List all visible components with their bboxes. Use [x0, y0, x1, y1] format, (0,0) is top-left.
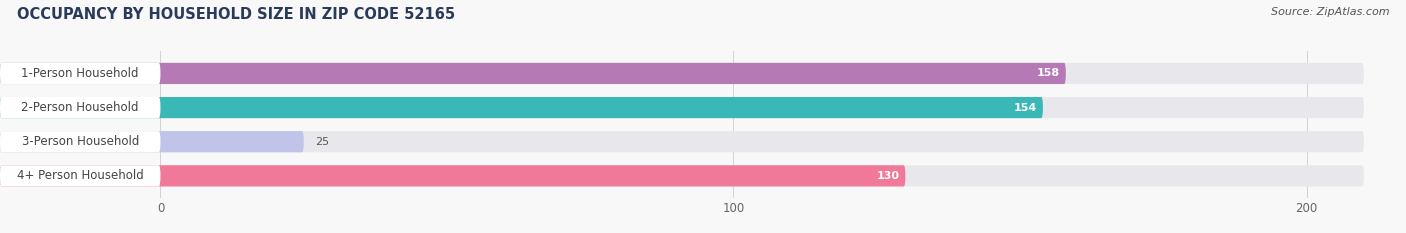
- FancyBboxPatch shape: [0, 63, 160, 84]
- FancyBboxPatch shape: [0, 97, 1043, 118]
- FancyBboxPatch shape: [0, 131, 1364, 152]
- FancyBboxPatch shape: [0, 165, 1364, 186]
- FancyBboxPatch shape: [0, 131, 160, 152]
- Text: 158: 158: [1038, 69, 1060, 79]
- Text: 4+ Person Household: 4+ Person Household: [17, 169, 143, 182]
- Text: OCCUPANCY BY HOUSEHOLD SIZE IN ZIP CODE 52165: OCCUPANCY BY HOUSEHOLD SIZE IN ZIP CODE …: [17, 7, 456, 22]
- Text: 130: 130: [877, 171, 900, 181]
- Text: 2-Person Household: 2-Person Household: [21, 101, 139, 114]
- FancyBboxPatch shape: [0, 97, 160, 118]
- FancyBboxPatch shape: [0, 63, 1066, 84]
- FancyBboxPatch shape: [0, 165, 160, 186]
- FancyBboxPatch shape: [0, 165, 905, 186]
- FancyBboxPatch shape: [0, 63, 1364, 84]
- Text: Source: ZipAtlas.com: Source: ZipAtlas.com: [1271, 7, 1389, 17]
- Text: 1-Person Household: 1-Person Household: [21, 67, 139, 80]
- Text: 25: 25: [315, 137, 329, 147]
- Text: 3-Person Household: 3-Person Household: [21, 135, 139, 148]
- FancyBboxPatch shape: [0, 131, 304, 152]
- Text: 154: 154: [1014, 103, 1038, 113]
- FancyBboxPatch shape: [0, 97, 1364, 118]
